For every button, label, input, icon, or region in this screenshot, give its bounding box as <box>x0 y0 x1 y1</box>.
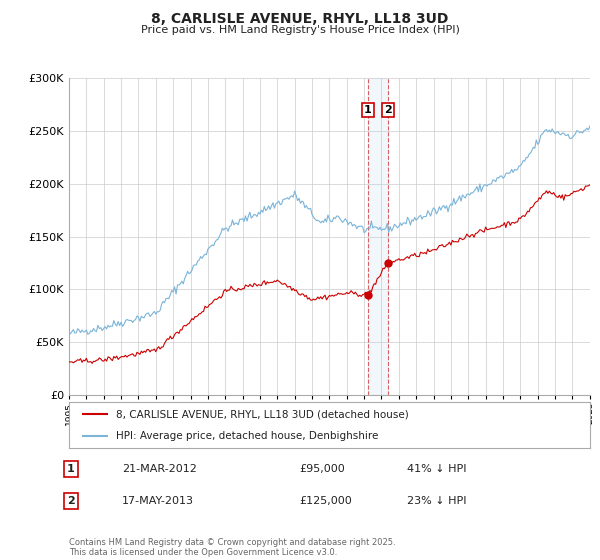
Text: 8, CARLISLE AVENUE, RHYL, LL18 3UD: 8, CARLISLE AVENUE, RHYL, LL18 3UD <box>151 12 449 26</box>
Text: 2: 2 <box>384 105 392 115</box>
Text: 21-MAR-2012: 21-MAR-2012 <box>122 464 197 474</box>
Text: £125,000: £125,000 <box>299 496 352 506</box>
Text: 23% ↓ HPI: 23% ↓ HPI <box>407 496 466 506</box>
Text: 1: 1 <box>67 464 74 474</box>
Text: 2: 2 <box>67 496 74 506</box>
Bar <box>368 78 388 395</box>
Text: 17-MAY-2013: 17-MAY-2013 <box>122 496 194 506</box>
Text: Contains HM Land Registry data © Crown copyright and database right 2025.
This d: Contains HM Land Registry data © Crown c… <box>69 538 395 557</box>
Text: 41% ↓ HPI: 41% ↓ HPI <box>407 464 466 474</box>
Text: 1: 1 <box>364 105 372 115</box>
Text: Price paid vs. HM Land Registry's House Price Index (HPI): Price paid vs. HM Land Registry's House … <box>140 25 460 35</box>
Text: HPI: Average price, detached house, Denbighshire: HPI: Average price, detached house, Denb… <box>116 431 378 441</box>
Text: £95,000: £95,000 <box>299 464 344 474</box>
Text: 8, CARLISLE AVENUE, RHYL, LL18 3UD (detached house): 8, CARLISLE AVENUE, RHYL, LL18 3UD (deta… <box>116 409 409 419</box>
